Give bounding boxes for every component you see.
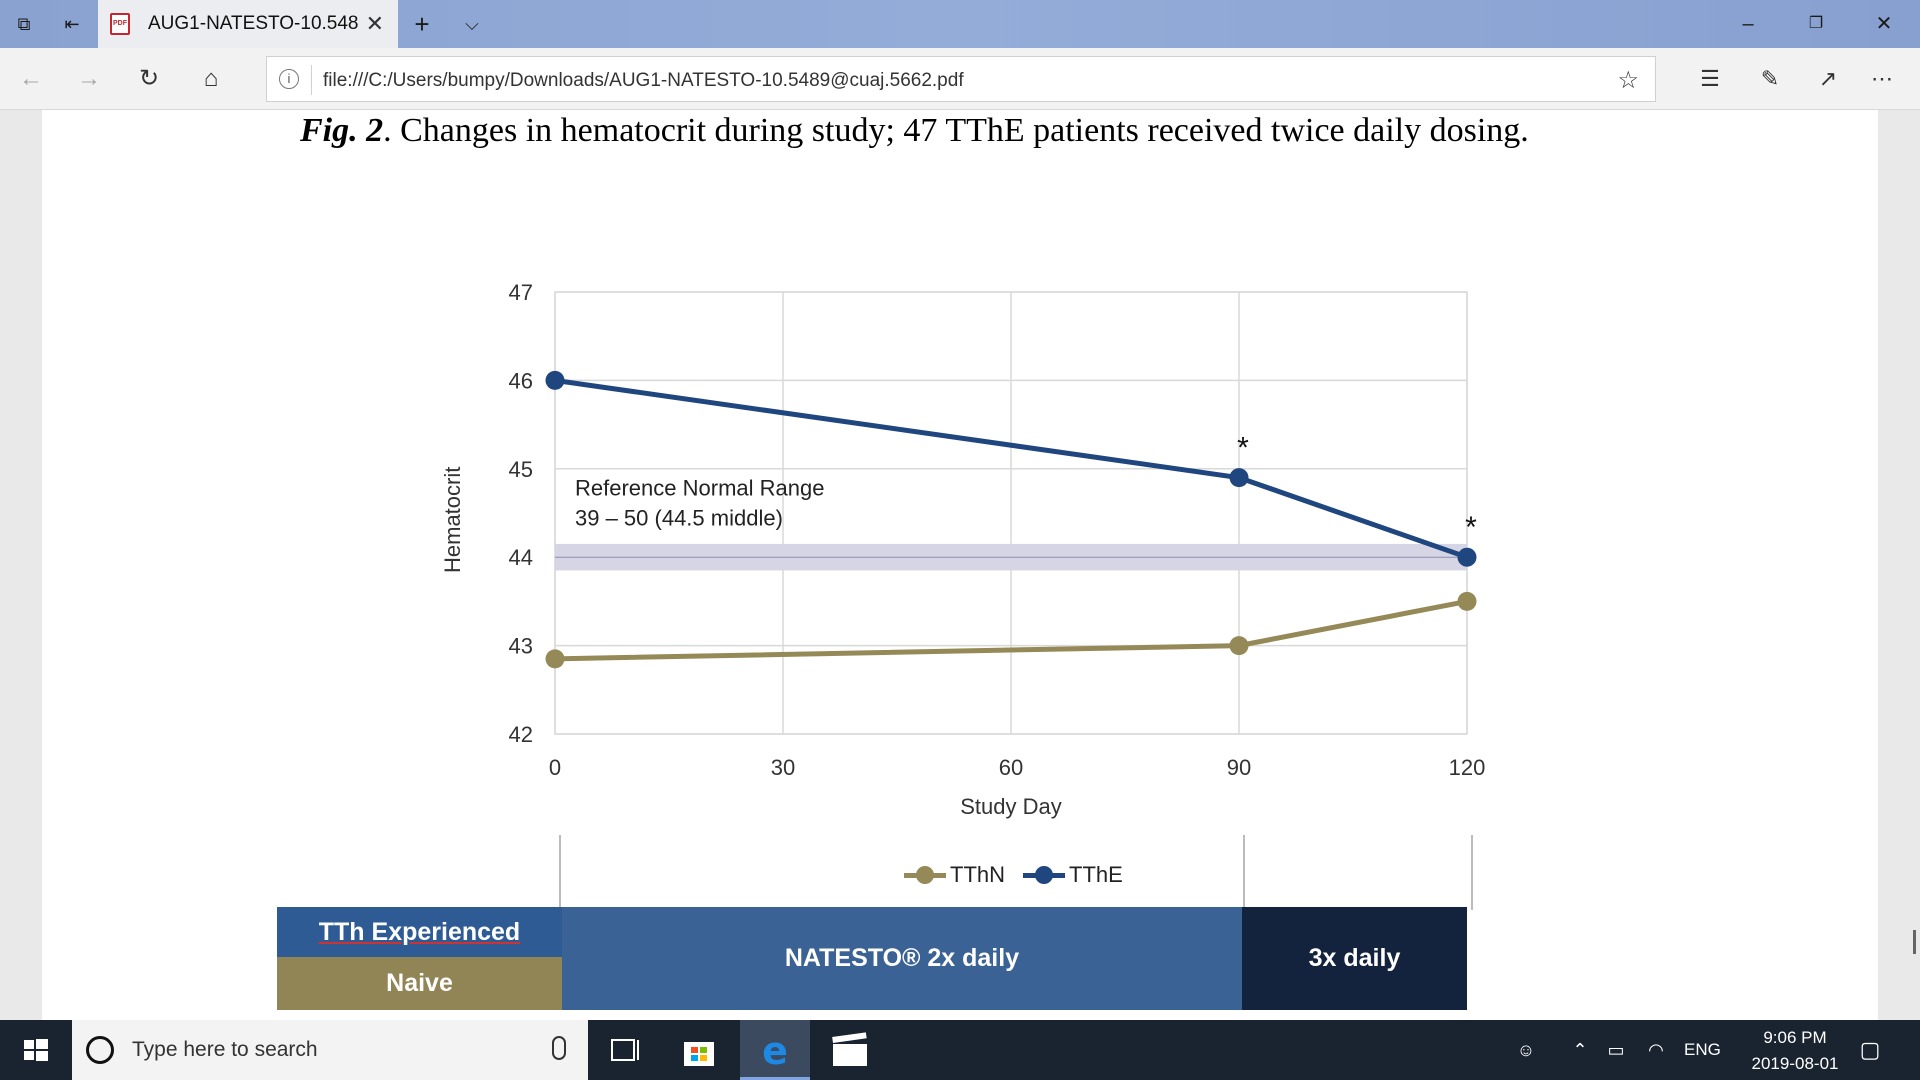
svg-text:e: e — [762, 1029, 788, 1073]
data-point-tthe — [1229, 468, 1249, 488]
y-axis-label: Hematocrit — [440, 467, 465, 573]
microphone-icon[interactable] — [552, 1036, 566, 1060]
wifi-icon[interactable]: ◠ — [1648, 1040, 1664, 1060]
video-editor-button[interactable] — [816, 1020, 886, 1080]
edge-icon: e — [762, 1029, 788, 1073]
store-button[interactable] — [664, 1020, 734, 1080]
more-icon[interactable]: ⋯ — [1871, 66, 1893, 91]
legend-item: TThE — [1023, 862, 1123, 888]
set-aside-tabs-icon[interactable]: ⇤ — [64, 14, 80, 34]
y-tick-label: 44 — [509, 545, 533, 570]
favorites-list-icon[interactable]: ☰ — [1700, 66, 1720, 91]
figure-caption: Fig. 2. Changes in hematocrit during stu… — [300, 112, 1529, 150]
clock-date[interactable]: 2019-08-01 — [1751, 1054, 1839, 1073]
search-circle-icon — [86, 1036, 114, 1064]
tth-experienced-block: TTh Experienced — [277, 907, 562, 957]
notification-icon[interactable]: ▢ — [1859, 1037, 1881, 1062]
browser-tab[interactable]: PDF AUG1-NATESTO-10.548 ✕ — [98, 0, 398, 48]
legend-swatch-dot — [1035, 866, 1053, 884]
pdf-page: Fig. 2. Changes in hematocrit during stu… — [42, 110, 1878, 1020]
scrollbar-thumb[interactable] — [1913, 930, 1916, 954]
tab-title: AUG1-NATESTO-10.548 — [148, 13, 359, 34]
battery-icon[interactable]: ▭ — [1607, 1040, 1625, 1060]
close-window-icon[interactable]: ✕ — [1875, 13, 1893, 35]
natesto-2x-daily-block: NATESTO® 2x daily — [562, 907, 1242, 1010]
title-bar: ⧉ ⇤ PDF AUG1-NATESTO-10.548 ✕ + ⌵ – ❐ ✕ — [0, 0, 1920, 48]
refresh-icon[interactable]: ↻ — [138, 65, 160, 92]
address-toolbar: ← → ↻ ⌂ i file:///C:/Users/bumpy/Downloa… — [0, 48, 1920, 110]
url-text[interactable]: file:///C:/Users/bumpy/Downloads/AUG1-NA… — [323, 70, 964, 91]
forward-arrow-icon[interactable]: → — [77, 65, 101, 92]
new-tab-icon[interactable]: + — [414, 9, 430, 39]
timeline-dividers — [559, 835, 1473, 910]
legend-swatch-dot — [916, 866, 934, 884]
3x-daily-block: 3x daily — [1242, 907, 1467, 1010]
close-tab-icon[interactable]: ✕ — [365, 11, 384, 36]
x-tick-label: 60 — [999, 755, 1023, 780]
legend-label: TThN — [950, 862, 1005, 887]
pdf-file-icon: PDF — [110, 13, 130, 35]
tth-experienced-label: TTh Experienced — [318, 918, 521, 946]
x-tick-label: 90 — [1227, 755, 1251, 780]
taskbar-search[interactable]: Type here to search — [72, 1020, 588, 1080]
data-point-tthn — [1229, 636, 1249, 656]
language-indicator[interactable]: ENG — [1684, 1040, 1721, 1059]
video-editor-icon — [832, 1032, 867, 1066]
figure-caption-text: . Changes in hematocrit during study; 47… — [383, 112, 1529, 149]
y-tick-label: 43 — [509, 634, 533, 659]
chevron-up-icon[interactable]: ⌃ — [1572, 1040, 1588, 1060]
reference-range-label: Reference Normal Range — [575, 475, 824, 500]
store-icon — [684, 1042, 714, 1066]
home-icon[interactable]: ⌂ — [203, 65, 219, 92]
start-button[interactable] — [0, 1020, 70, 1080]
divider — [311, 65, 312, 95]
taskbar: Type here to search e ☺ ⌃ ▭ ◠ ENG 9:06 P… — [0, 1020, 1920, 1080]
legend-item: TThN — [904, 862, 1005, 888]
share-icon[interactable]: ↗ — [1818, 66, 1838, 91]
significance-markers: ** — [1237, 432, 1477, 545]
tab-actions-icon[interactable]: ⧉ — [17, 14, 31, 34]
figure-label: Fig. 2 — [300, 112, 384, 149]
significance-asterisk: * — [1465, 511, 1477, 544]
legend-swatch — [904, 866, 946, 884]
info-icon[interactable]: i — [279, 69, 299, 89]
y-tick-label: 42 — [509, 722, 533, 747]
y-tick-label: 46 — [509, 368, 533, 393]
minimize-icon[interactable]: – — [1742, 13, 1754, 35]
legend-label: TThE — [1069, 862, 1123, 887]
clock-time[interactable]: 9:06 PM — [1763, 1028, 1827, 1047]
x-tick-label: 120 — [1449, 755, 1486, 780]
chart-series — [545, 370, 1477, 669]
reference-range-values: 39 – 50 (44.5 middle) — [575, 505, 783, 530]
url-field[interactable]: i file:///C:/Users/bumpy/Downloads/AUG1-… — [266, 56, 1656, 102]
data-point-tthn — [545, 649, 565, 669]
x-tick-label: 0 — [549, 755, 561, 780]
chevron-down-icon[interactable]: ⌵ — [465, 14, 479, 34]
significance-asterisk: * — [1237, 432, 1249, 465]
back-arrow-icon[interactable]: ← — [19, 65, 43, 92]
people-icon[interactable]: ☺ — [1516, 1040, 1536, 1060]
x-tick-label: 30 — [771, 755, 795, 780]
search-placeholder: Type here to search — [132, 1038, 318, 1061]
restore-icon[interactable]: ❐ — [1808, 15, 1824, 32]
task-view-icon — [611, 1039, 639, 1061]
x-axis-label: Study Day — [960, 794, 1062, 819]
star-icon[interactable]: ☆ — [1617, 67, 1639, 94]
y-tick-label: 45 — [509, 457, 533, 482]
y-tick-label: 47 — [509, 280, 533, 305]
plot-border — [554, 291, 1468, 735]
chart-legend: TThN TThE — [904, 860, 1123, 890]
data-point-tthe — [1457, 547, 1477, 567]
naive-block: Naive — [277, 957, 562, 1010]
pen-icon[interactable]: ✎ — [1760, 66, 1780, 91]
task-view-button[interactable] — [588, 1020, 658, 1080]
windows-logo-icon — [24, 1039, 48, 1061]
hematocrit-line-chart: 42 43 44 45 46 47 0 30 60 90 120 Hematocrit Study … — [440, 280, 1486, 910]
legend-swatch — [1023, 866, 1065, 884]
edge-button[interactable]: e — [740, 1020, 810, 1080]
pdf-viewer[interactable]: Fig. 2. Changes in hematocrit during stu… — [0, 110, 1920, 1020]
data-point-tthn — [1457, 591, 1477, 611]
chart-axes: 42 43 44 45 46 47 0 30 60 90 120 — [509, 280, 1486, 780]
data-point-tthe — [545, 370, 565, 390]
